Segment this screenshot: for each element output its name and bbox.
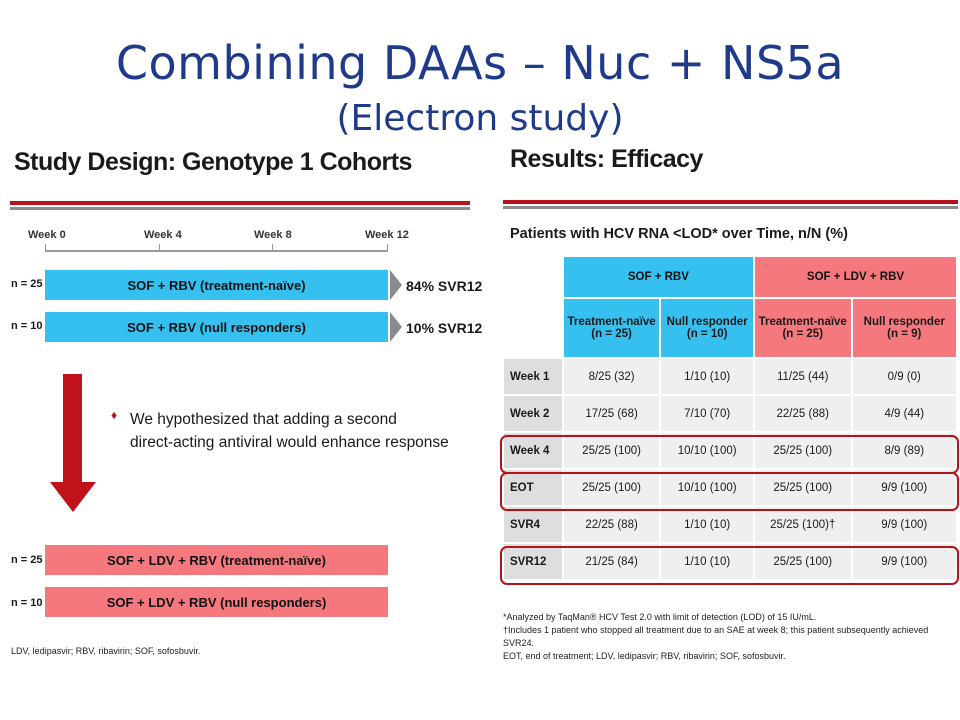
hypothesis-line: We hypothesized that adding a second	[130, 411, 397, 428]
week-label: Week 8	[254, 229, 292, 241]
timeline-tick	[159, 244, 160, 251]
table-cell: 17/25 (68)	[561, 394, 662, 433]
footnote-line: †Includes 1 patient who stopped all trea…	[503, 625, 929, 648]
subheader-line: Null responder	[666, 316, 748, 328]
subheader-line: Treatment-naïve	[567, 316, 656, 328]
table-row: Week 1 8/25 (32) 1/10 (10) 11/25 (44) 0/…	[502, 357, 959, 396]
table-cell: 7/10 (70)	[659, 394, 755, 433]
timeline-tick	[272, 244, 273, 251]
table-cell: 21/25 (84)	[561, 542, 662, 581]
left-grey-rule	[10, 207, 470, 210]
cohort-bar-sof-rbv-null: SOF + RBV (null responders)	[45, 312, 388, 342]
table-cell: 25/25 (100)	[752, 542, 853, 581]
row-label: EOT	[502, 468, 564, 507]
slide-subtitle: (Electron study)	[336, 98, 624, 139]
table-cell: 22/25 (88)	[752, 394, 853, 433]
cohort-bar-sof-rbv-naive: SOF + RBV (treatment-naïve)	[45, 270, 388, 300]
subheader-line: (n = 25)	[591, 328, 632, 340]
hypothesis-line: direct-acting antiviral would enhance re…	[130, 434, 449, 451]
table-row: Week 2 17/25 (68) 7/10 (70) 22/25 (88) 4…	[502, 394, 959, 433]
timeline-axis	[45, 250, 388, 252]
table-cell: 1/10 (10)	[659, 505, 755, 544]
result-arrow-icon	[390, 270, 402, 300]
study-design-heading: Study Design: Genotype 1 Cohorts	[14, 148, 412, 176]
row-highlight-eot	[500, 472, 959, 511]
row-highlight-week4	[500, 435, 959, 474]
table-cell: 10/10 (100)	[659, 468, 755, 507]
subheader-line: (n = 10)	[686, 328, 728, 340]
subheader-cell: Treatment-naïve (n = 25)	[752, 297, 853, 359]
row-label: Week 1	[502, 357, 564, 396]
table-cell: 9/9 (100)	[850, 505, 959, 544]
week-label: Week 12	[365, 229, 409, 241]
slide-title: Combining DAAs – Nuc + NS5a	[115, 36, 845, 90]
efficacy-table: SOF + RBV SOF + LDV + RBV Treatment-naïv…	[502, 255, 959, 581]
cohort-n-label: n = 10	[11, 597, 43, 609]
table-cell: 22/25 (88)	[561, 505, 662, 544]
week-label: Week 4	[144, 229, 182, 241]
row-label: Week 2	[502, 394, 564, 433]
table-row: Week 4 25/25 (100) 10/10 (100) 25/25 (10…	[502, 431, 959, 470]
table-cell: 1/10 (10)	[659, 542, 755, 581]
right-footnotes: *Analyzed by TaqMan® HCV Test 2.0 with l…	[503, 611, 960, 663]
cohort-n-label: n = 25	[11, 278, 43, 290]
row-highlight-svr12	[500, 546, 959, 585]
subheader-line: (n = 25)	[782, 328, 824, 340]
table-cell: 11/25 (44)	[752, 357, 853, 396]
group-header-sof-ldv-rbv: SOF + LDV + RBV	[752, 255, 959, 299]
cohort-result: 10% SVR12	[406, 320, 483, 336]
cohort-bar-sof-ldv-rbv-null: SOF + LDV + RBV (null responders)	[45, 587, 388, 617]
group-header-sof-rbv: SOF + RBV	[561, 255, 755, 299]
cohort-n-label: n = 10	[11, 320, 43, 332]
subheader-line: (n = 9)	[887, 328, 922, 340]
subheader-line: Treatment-naïve	[758, 316, 847, 328]
row-label: SVR12	[502, 542, 564, 581]
cohort-result: 84% SVR12	[406, 278, 483, 294]
subheader-cell: Null responder (n = 9)	[850, 297, 959, 359]
table-cell: 8/25 (32)	[561, 357, 662, 396]
subheader-line: Null responder	[863, 316, 945, 328]
table-cell: 0/9 (0)	[850, 357, 959, 396]
table-cell: 25/25 (100)	[752, 431, 853, 470]
table-cell: 25/25 (100)	[561, 431, 662, 470]
table-corner	[502, 255, 564, 299]
table-row: SVR12 21/25 (84) 1/10 (10) 25/25 (100) 9…	[502, 542, 959, 581]
table-cell: 25/25 (100)†	[752, 505, 853, 544]
row-label: Week 4	[502, 431, 564, 470]
cohort-n-label: n = 25	[11, 554, 43, 566]
table-title: Patients with HCV RNA <LOD* over Time, n…	[510, 226, 848, 242]
row-label: SVR4	[502, 505, 564, 544]
table-cell: 25/25 (100)	[752, 468, 853, 507]
footnote-line: EOT, end of treatment; LDV, ledipasvir; …	[503, 651, 786, 661]
table-cell: 9/9 (100)	[850, 542, 959, 581]
cohort-bar-sof-ldv-rbv-naive: SOF + LDV + RBV (treatment-naïve)	[45, 545, 388, 575]
left-red-rule	[10, 201, 470, 205]
left-footnote: LDV, ledipasvir; RBV, ribavirin; SOF, so…	[11, 646, 201, 656]
result-arrow-icon	[390, 312, 402, 342]
subheader-cell: Null responder (n = 10)	[659, 297, 755, 359]
table-cell: 10/10 (100)	[659, 431, 755, 470]
right-red-rule	[503, 200, 958, 204]
table-cell: 9/9 (100)	[850, 468, 959, 507]
table-row: EOT 25/25 (100) 10/10 (100) 25/25 (100) …	[502, 468, 959, 507]
table-group-header-row: SOF + RBV SOF + LDV + RBV	[502, 255, 959, 299]
table-subheader-row: Treatment-naïve (n = 25) Null responder (n…	[502, 297, 959, 359]
table-cell: 1/10 (10)	[659, 357, 755, 396]
table-cell: 8/9 (89)	[850, 431, 959, 470]
results-heading: Results: Efficacy	[510, 145, 703, 173]
week-label: Week 0	[28, 229, 66, 241]
right-grey-rule	[503, 206, 958, 209]
table-corner	[502, 297, 564, 359]
footnote-line: *Analyzed by TaqMan® HCV Test 2.0 with l…	[503, 612, 817, 622]
down-arrow-icon	[50, 374, 96, 512]
subheader-cell: Treatment-naïve (n = 25)	[561, 297, 662, 359]
table-cell: 4/9 (44)	[850, 394, 959, 433]
bullet-icon: ♦	[111, 408, 118, 422]
table-row: SVR4 22/25 (88) 1/10 (10) 25/25 (100)† 9…	[502, 505, 959, 544]
timeline-tick	[387, 244, 388, 251]
timeline-tick	[45, 244, 46, 251]
table-cell: 25/25 (100)	[561, 468, 662, 507]
hypothesis-text: We hypothesized that adding a second dir…	[130, 408, 449, 454]
